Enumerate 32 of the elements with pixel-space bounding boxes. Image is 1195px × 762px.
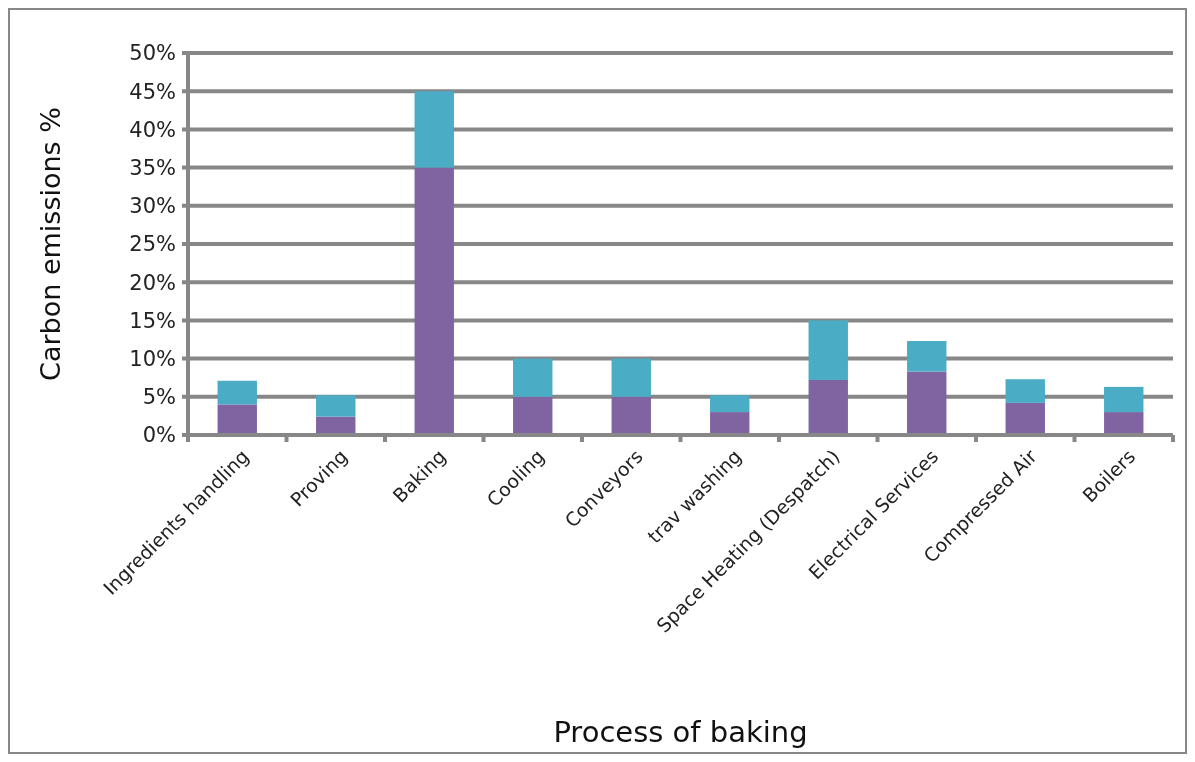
y-tick-label: 5% <box>142 385 176 410</box>
x-axis-title: Process of baking <box>553 715 808 749</box>
bar <box>414 167 454 435</box>
bar <box>414 91 454 168</box>
y-tick-label: 40% <box>129 117 176 142</box>
bar <box>217 404 257 435</box>
bar <box>1005 402 1045 435</box>
bar <box>907 341 947 372</box>
bar <box>316 395 356 417</box>
bar <box>710 412 750 435</box>
bar <box>907 371 947 435</box>
bar <box>513 396 553 435</box>
bar <box>217 380 257 405</box>
y-tick-label: 30% <box>129 194 176 219</box>
bar <box>513 358 553 397</box>
bar <box>611 358 651 397</box>
bar <box>1104 412 1144 435</box>
y-tick-label: 15% <box>129 308 176 333</box>
y-tick-label: 20% <box>129 270 176 295</box>
y-tick-label: 35% <box>129 155 176 180</box>
bar <box>710 395 750 413</box>
bar <box>808 379 848 435</box>
y-tick-label: 0% <box>142 423 176 448</box>
bar <box>611 396 651 435</box>
y-tick-label: 25% <box>129 232 176 257</box>
bar <box>808 320 848 380</box>
y-axis-title: Carbon emissions % <box>35 107 66 381</box>
y-tick-label: 10% <box>129 346 176 371</box>
bar <box>1104 386 1144 413</box>
bar <box>1005 379 1045 403</box>
y-tick-label: 45% <box>129 79 176 104</box>
y-tick-label: 50% <box>129 41 176 66</box>
